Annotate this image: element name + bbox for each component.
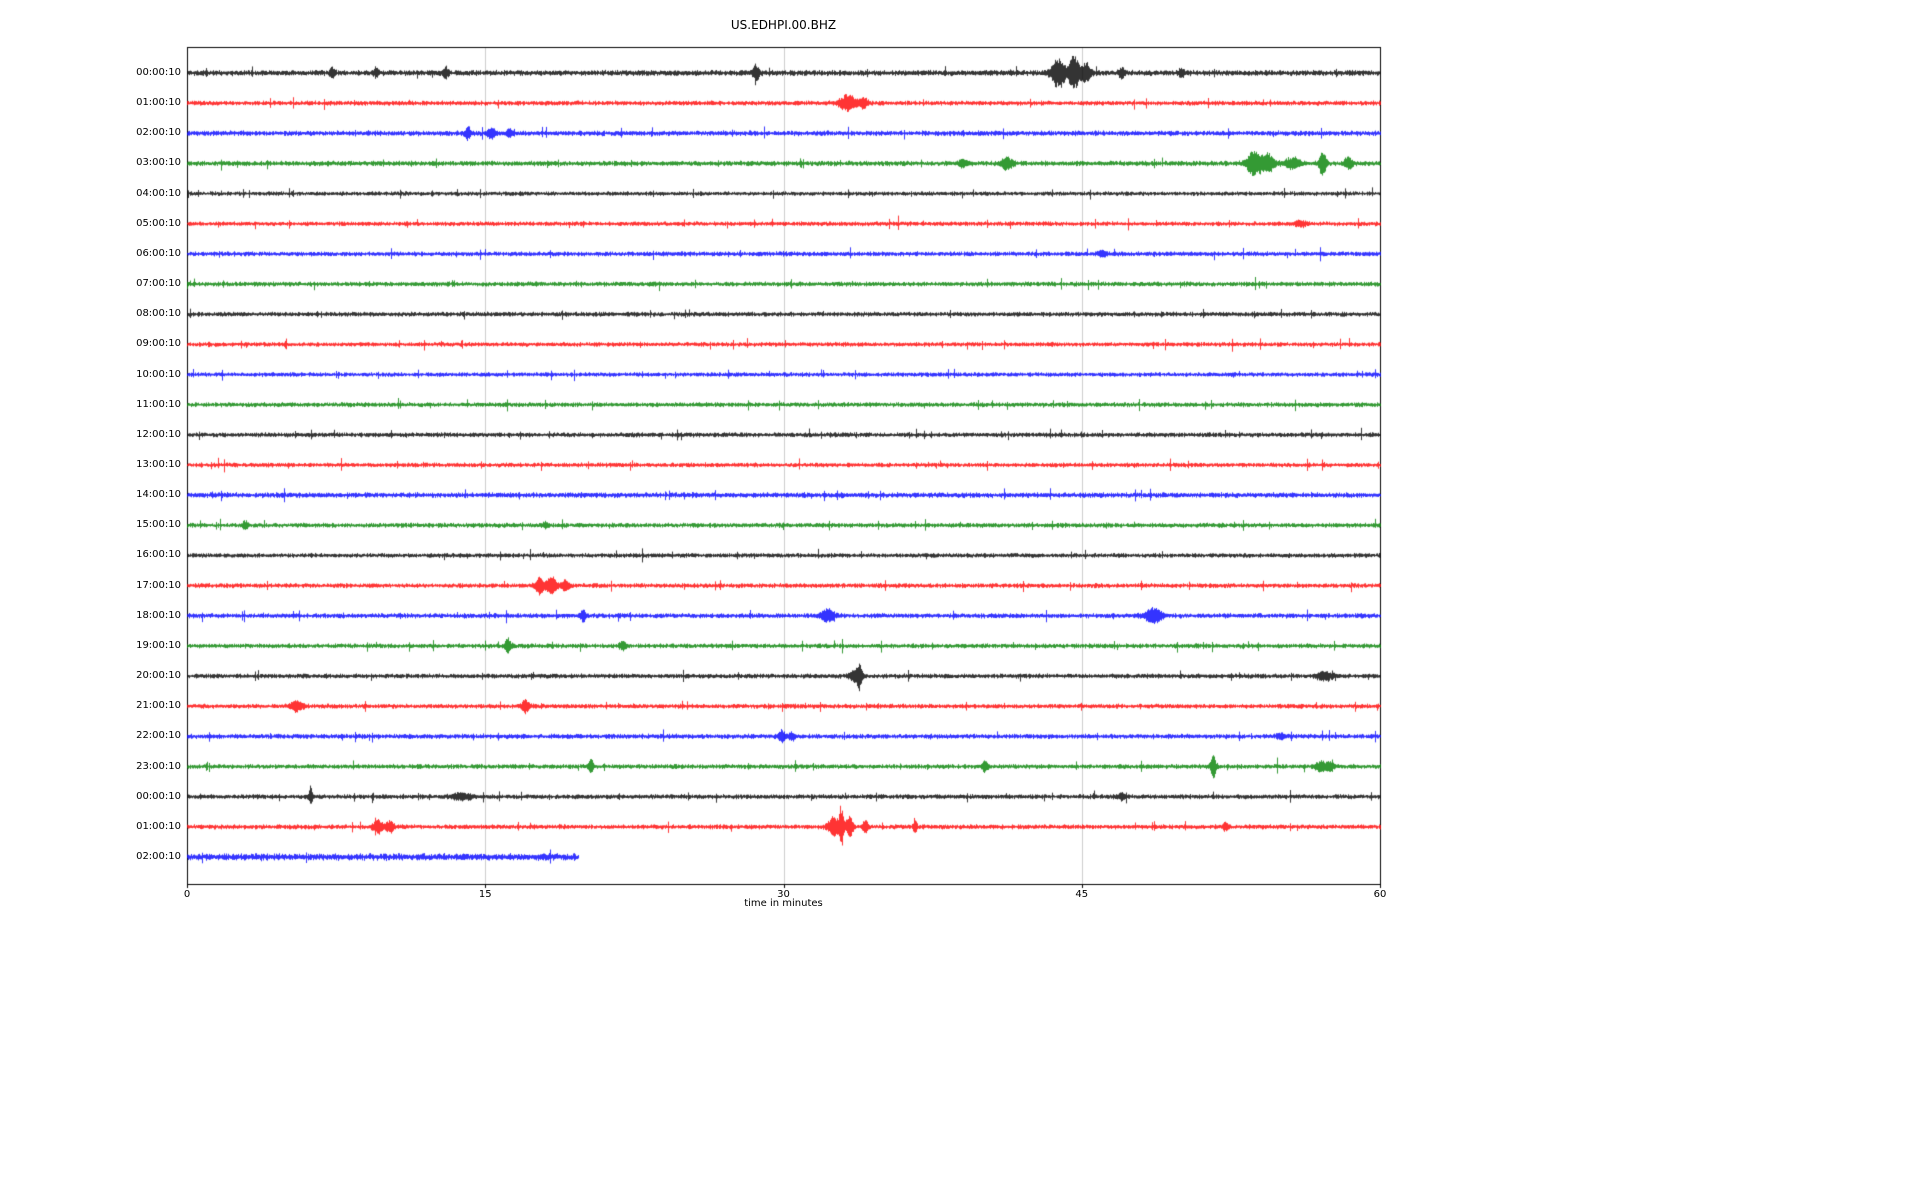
row-time-label: 16:00:10 xyxy=(136,549,181,561)
row-time-label: 01:00:10 xyxy=(136,97,181,109)
row-time-label: 07:00:10 xyxy=(136,278,181,290)
x-tick-label: 45 xyxy=(1075,889,1089,900)
row-time-label: 17:00:10 xyxy=(136,579,181,591)
x-tick-label: 30 xyxy=(777,889,790,900)
row-time-label: 13:00:10 xyxy=(136,459,181,470)
row-time-label: 21:00:10 xyxy=(136,700,181,712)
x-tick-label: 15 xyxy=(478,889,492,900)
row-time-label: 09:00:10 xyxy=(136,338,181,350)
row-time-label: 02:00:10 xyxy=(136,127,181,139)
row-time-label: 20:00:10 xyxy=(136,670,181,682)
row-time-label: 15:00:10 xyxy=(136,519,181,531)
x-axis-title: time in minutes xyxy=(744,898,823,909)
row-time-label: 11:00:10 xyxy=(136,398,181,410)
row-time-label: 05:00:10 xyxy=(136,217,181,229)
row-time-label: 00:00:10 xyxy=(136,790,181,802)
row-time-label: 03:00:10 xyxy=(136,157,181,169)
row-time-label: 12:00:10 xyxy=(136,428,181,440)
row-time-label: 23:00:10 xyxy=(136,760,181,772)
row-time-label: 00:00:10 xyxy=(136,67,181,78)
row-time-label: 22:00:10 xyxy=(136,730,181,742)
row-time-label: 19:00:10 xyxy=(136,639,181,651)
row-time-label: 18:00:10 xyxy=(136,609,181,621)
row-time-label: 10:00:10 xyxy=(136,368,181,380)
row-time-label: 08:00:10 xyxy=(136,308,181,320)
row-time-label: 04:00:10 xyxy=(136,187,181,199)
x-tick-label: 60 xyxy=(1373,889,1387,900)
x-tick-label: 0 xyxy=(183,889,191,900)
row-time-label: 06:00:10 xyxy=(136,247,181,259)
row-time-label: 02:00:10 xyxy=(136,851,181,862)
row-time-label: 01:00:10 xyxy=(136,820,181,832)
row-time-label: 14:00:10 xyxy=(136,489,181,501)
